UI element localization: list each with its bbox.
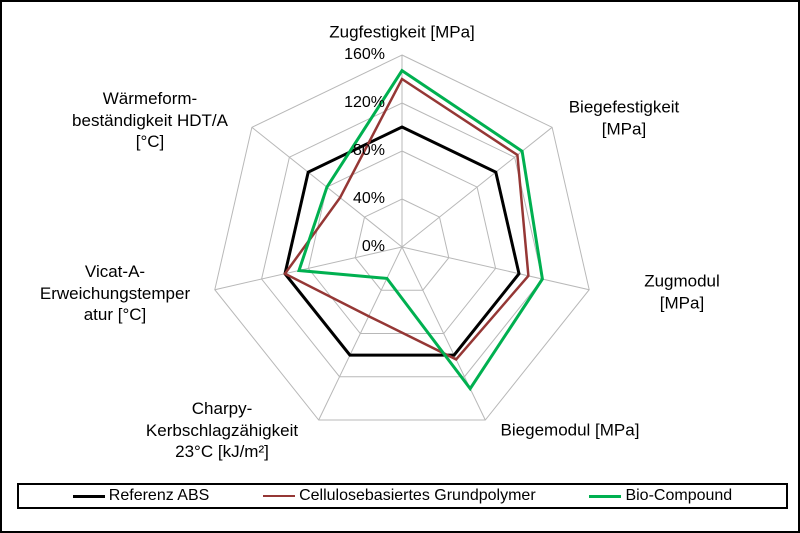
axis-label-charpy: Charpy- Kerbschlagzähigkeit 23°C [kJ/m²] [145,398,299,461]
legend: Referenz ABS Cellulosebasiertes Grundpol… [17,483,788,509]
legend-item-bio-compound: Bio-Compound [589,487,732,505]
radial-tick-0%: 0% [361,238,385,255]
legend-item-referenz-abs: Referenz ABS [72,487,210,505]
grid-ring-160% [214,54,590,421]
series-polygon-cellulosebasiertes-grundpolymer [283,77,530,361]
radial-tick-160%: 160% [344,46,385,63]
axis-label-biegefestigkeit: Biegefestigkeit [MPa] [568,97,680,139]
axis-label-zugfestigkeit: Zugfestigkeit [MPa] [329,22,475,42]
axis-label-waermeform: Wärmeform- beständigkeit HDT/A [°C] [72,88,228,151]
legend-label-cellulosebasiertes-grundpolymer: Cellulosebasiertes Grundpolymer [299,487,536,504]
radial-tick-80%: 80% [352,142,385,159]
axis-label-biegemodul: Biegemodul [MPa] [500,420,640,440]
series-polygon-referenz-abs [283,125,521,357]
axis-label-vicat: Vicat-A- Erweichungstemper atur [°C] [39,261,191,324]
series-polygon-bio-compound [296,68,544,392]
legend-label-bio-compound: Bio-Compound [625,487,733,504]
legend-label-referenz-abs: Referenz ABS [108,487,210,504]
radial-tick-40%: 40% [352,190,385,207]
axis-label-zugmodul: Zugmodul [MPa] [644,271,720,313]
radial-tick-120%: 120% [344,94,385,111]
legend-item-cellulosebasiertes-grundpolymer: Cellulosebasiertes Grundpolymer [263,487,536,505]
legend-line-swatch-black [72,494,105,498]
legend-line-swatch-darkred [263,494,296,498]
grid-ring-40% [354,198,450,291]
legend-line-swatch-green [589,494,622,498]
